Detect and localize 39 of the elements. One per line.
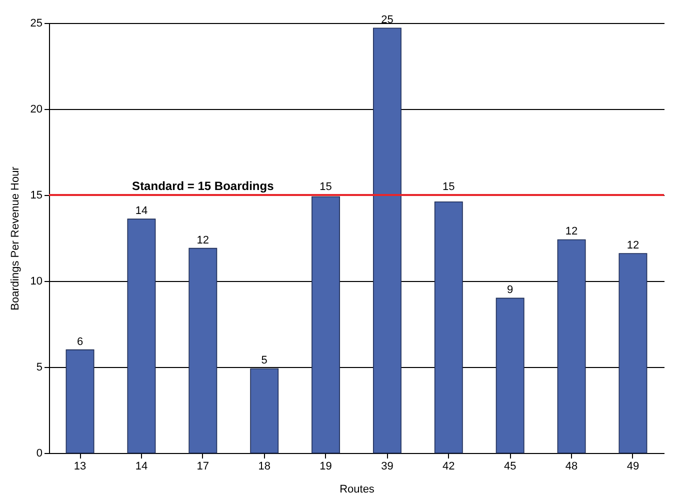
x-tick-label: 17 [196, 460, 210, 472]
bar [250, 368, 279, 454]
bar [372, 28, 402, 454]
data-label: 6 [76, 336, 84, 348]
x-tick-label: 48 [565, 460, 578, 472]
y-tick-label: 25 [30, 18, 42, 30]
x-tick-label: 19 [320, 460, 332, 472]
y-tick-label: 15 [30, 190, 42, 202]
x-tick-label: 13 [74, 460, 86, 472]
ref-line-label: Standard = 15 Boardings [132, 179, 274, 193]
data-label: 5 [261, 354, 268, 367]
data-label: 15 [320, 181, 332, 193]
x-tick-label: 18 [258, 460, 270, 472]
x-tick-label: 45 [504, 460, 516, 472]
data-label: 15 [442, 181, 455, 193]
data-label: 12 [196, 234, 210, 246]
bar [66, 349, 94, 454]
data-label: 14 [135, 205, 148, 218]
data-label: 25 [381, 14, 394, 26]
bar [188, 248, 218, 454]
bar [434, 201, 463, 454]
x-tick-label: 39 [381, 460, 394, 472]
bar [496, 298, 524, 454]
bar [557, 239, 586, 454]
x-tick-label: 49 [626, 460, 640, 472]
y-tick-label: 5 [36, 362, 42, 374]
data-label: 12 [565, 226, 578, 238]
bar [618, 253, 648, 454]
data-label: 12 [626, 239, 640, 252]
x-tick-label: 14 [135, 460, 148, 472]
y-tick-label: 10 [30, 276, 42, 288]
x-tick-label: 42 [442, 460, 455, 472]
bar [127, 218, 156, 454]
x-axis-title: Routes [340, 484, 375, 496]
y-axis-title: Boardings Per Revenue Hour [9, 166, 22, 310]
y-tick-label: 20 [30, 104, 42, 116]
bar [312, 196, 340, 454]
y-tick-label: 0 [36, 448, 42, 460]
data-label: 9 [507, 284, 514, 296]
